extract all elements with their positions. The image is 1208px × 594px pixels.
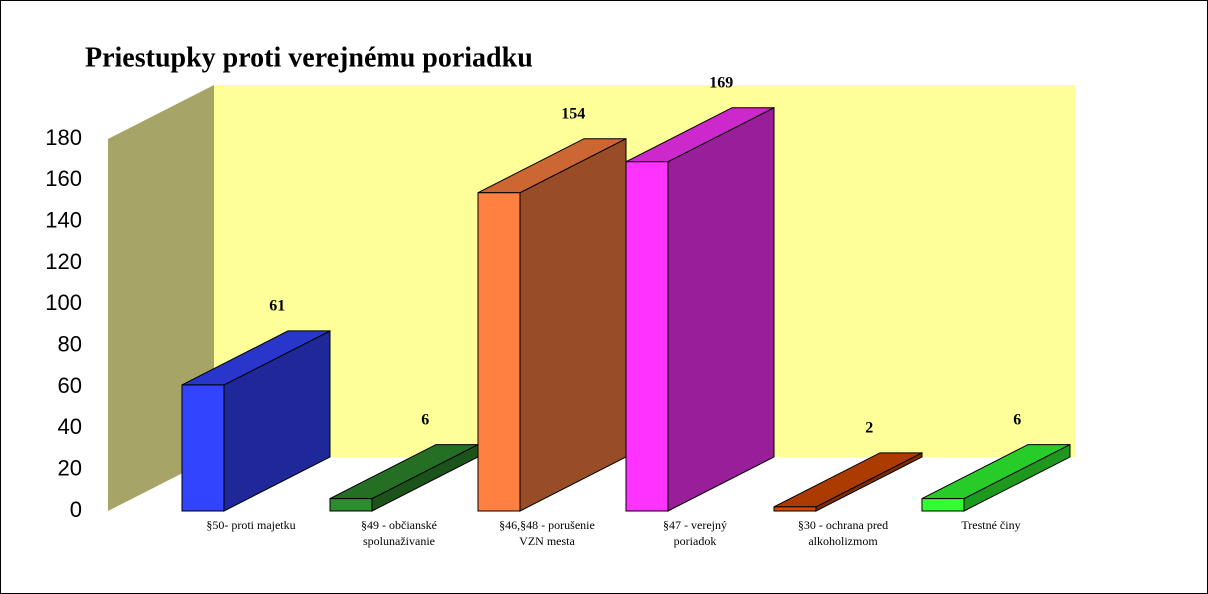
y-tick-label: 20 [58,455,82,480]
bar-top-shade [478,138,626,193]
bar-front [477,192,521,512]
y-tick-label: 180 [45,125,82,150]
bar-side-shade [520,138,626,511]
bar-3d [921,443,1071,512]
y-tick-label: 100 [45,290,82,315]
bar-front [181,384,225,512]
x-tick-label: alkoholizmom [808,534,878,548]
bar-3d [477,137,627,512]
bar-front [625,161,669,512]
bar-front [773,506,817,512]
chart-title: Priestupky proti verejnému poriadku [85,42,533,73]
bar-3d [329,443,479,512]
y-tick-label: 60 [58,373,82,398]
y-tick-label: 40 [58,414,82,439]
bar-front [329,498,373,512]
value-label: 61 [269,298,285,315]
value-label: 2 [865,420,873,437]
x-tick-label: §49 - občianské [361,518,437,532]
value-label: 154 [561,105,585,122]
y-tick-label: 120 [45,249,82,274]
x-tick-label: §47 - verejný [663,518,727,532]
bar-3d [773,452,923,512]
y-tick-label: 0 [70,497,82,522]
bar-top-shade [330,444,478,499]
bar-top-shade [774,452,922,507]
bar-top-shade [922,444,1070,499]
y-tick-label: 140 [45,207,82,232]
value-label: 6 [1013,411,1021,428]
bar-side-shade [964,444,1070,511]
x-tick-label: VZN mesta [519,534,575,548]
x-tick-label: §46,§48 - porušenie [499,518,595,532]
x-tick-label: §30 - ochrana pred [798,518,888,532]
x-tick-label: spolunaživanie [363,534,435,548]
bar-3d [181,330,331,512]
value-label: 169 [709,74,733,91]
x-tick-label: Trestné činy [961,518,1020,532]
value-label: 6 [421,411,429,428]
x-tick-label: poriadok [674,534,717,548]
bar-side-shade [816,452,922,511]
bar-side-shade [668,107,774,511]
bar-top-shade [626,107,774,162]
bar-side-shade [372,444,478,511]
y-tick-label: 80 [58,331,82,356]
bar-side-shade [224,330,330,511]
bar-3d [625,106,775,512]
bar-front [921,498,965,512]
y-tick-label: 160 [45,166,82,191]
x-tick-label: §50- proti majetku [206,518,295,532]
bar-top-shade [182,330,330,385]
